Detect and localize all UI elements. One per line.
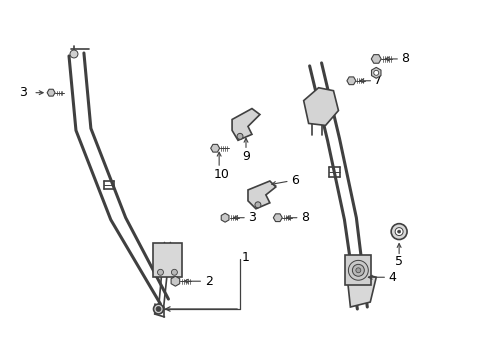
Text: 3: 3 xyxy=(19,86,27,99)
Circle shape xyxy=(394,228,402,235)
Polygon shape xyxy=(47,89,55,96)
Polygon shape xyxy=(221,213,228,222)
Polygon shape xyxy=(232,109,260,140)
Polygon shape xyxy=(371,67,380,78)
Circle shape xyxy=(397,230,400,233)
Text: 9: 9 xyxy=(242,150,249,163)
Text: 4: 4 xyxy=(387,271,395,284)
Text: 3: 3 xyxy=(247,211,255,224)
Text: 10: 10 xyxy=(213,167,228,181)
Circle shape xyxy=(352,264,364,276)
Circle shape xyxy=(156,306,161,311)
Polygon shape xyxy=(346,77,355,85)
Circle shape xyxy=(373,70,378,75)
Circle shape xyxy=(390,224,406,239)
Circle shape xyxy=(347,260,367,280)
Polygon shape xyxy=(346,272,375,307)
Circle shape xyxy=(237,133,243,139)
Text: 6: 6 xyxy=(290,175,298,188)
Polygon shape xyxy=(345,255,370,285)
Text: 8: 8 xyxy=(400,53,408,66)
Polygon shape xyxy=(370,55,381,63)
Polygon shape xyxy=(152,243,182,277)
Circle shape xyxy=(171,269,177,275)
Polygon shape xyxy=(273,214,282,221)
Text: 1: 1 xyxy=(242,251,249,264)
Circle shape xyxy=(70,50,78,58)
Polygon shape xyxy=(247,181,275,209)
Circle shape xyxy=(153,304,163,314)
Text: 7: 7 xyxy=(373,74,382,87)
Text: 8: 8 xyxy=(300,211,308,224)
Text: 2: 2 xyxy=(205,275,213,288)
Polygon shape xyxy=(171,276,179,286)
Circle shape xyxy=(157,269,163,275)
Polygon shape xyxy=(210,144,219,152)
Polygon shape xyxy=(303,88,338,125)
Circle shape xyxy=(254,202,261,208)
Circle shape xyxy=(355,268,360,273)
Text: 5: 5 xyxy=(394,255,402,268)
